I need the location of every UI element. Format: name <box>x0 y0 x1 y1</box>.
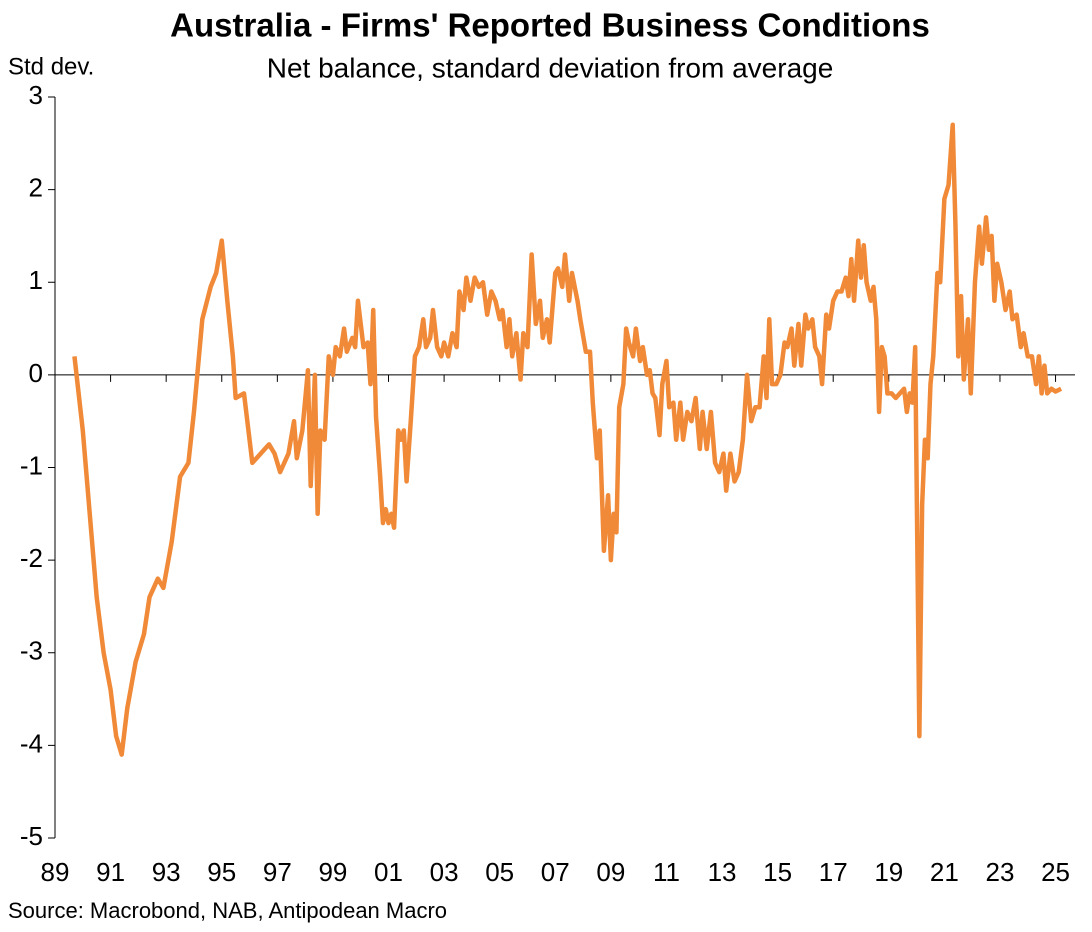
y-tick-label: -4 <box>20 728 43 758</box>
y-tick-label: -2 <box>20 543 43 573</box>
x-tick-label: 89 <box>41 857 70 887</box>
y-tick-label: -3 <box>20 636 43 666</box>
x-tick-label: 09 <box>596 857 625 887</box>
data-line <box>72 122 1063 757</box>
x-tick-label: 97 <box>263 857 292 887</box>
x-tick-label: 99 <box>318 857 347 887</box>
x-tick-label: 23 <box>985 857 1014 887</box>
y-tick-label: 1 <box>29 265 43 295</box>
x-tick-label: 93 <box>152 857 181 887</box>
x-tick-label: 17 <box>819 857 848 887</box>
chart-subtitle: Net balance, standard deviation from ave… <box>267 52 834 83</box>
y-tick-label: -1 <box>20 450 43 480</box>
y-tick-label: 2 <box>29 173 43 203</box>
x-tick-label: 13 <box>708 857 737 887</box>
x-tick-label: 01 <box>374 857 403 887</box>
x-tick-label: 25 <box>1041 857 1070 887</box>
x-tick-label: 95 <box>207 857 236 887</box>
y-tick-label: -5 <box>20 821 43 851</box>
x-tick-label: 91 <box>96 857 125 887</box>
x-tick-label: 11 <box>653 857 680 887</box>
y-axis-label: Std dev. <box>8 53 94 80</box>
y-tick-label: 0 <box>29 358 43 388</box>
chart-title: Australia - Firms' Reported Business Con… <box>170 7 930 44</box>
y-tick-label: 3 <box>29 80 43 110</box>
source-note: Source: Macrobond, NAB, Antipodean Macro <box>8 898 447 923</box>
x-tick-label: 03 <box>430 857 459 887</box>
x-tick-label: 07 <box>541 857 570 887</box>
x-tick-label: 19 <box>874 857 903 887</box>
x-tick-label: 15 <box>763 857 792 887</box>
x-tick-label: 21 <box>930 857 959 887</box>
x-tick-label: 05 <box>485 857 514 887</box>
